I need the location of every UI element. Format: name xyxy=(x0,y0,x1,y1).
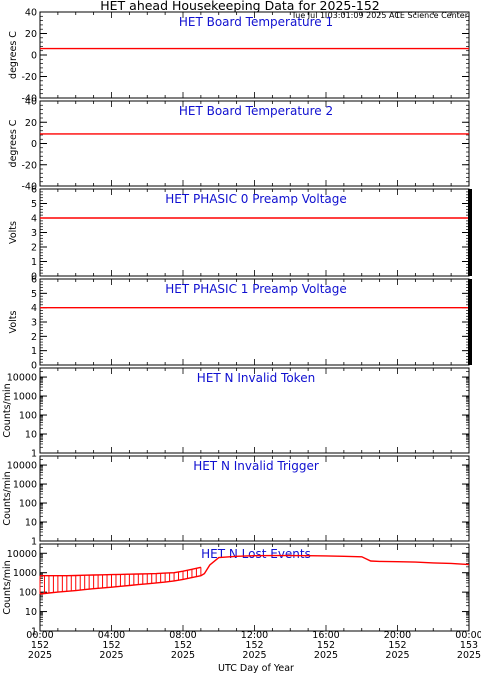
y-tick-label: 0 xyxy=(31,139,37,150)
panel-title: HET PHASIC 1 Preamp Voltage xyxy=(165,282,347,296)
y-tick-label: 0 xyxy=(31,51,37,62)
y-tick-label: 100 xyxy=(19,411,37,422)
x-axis-ticks: 00:00152202504:00152202508:00152202512:0… xyxy=(26,630,481,661)
x-axis-label: UTC Day of Year xyxy=(218,663,294,674)
panel-3: 0 1 2 3 4 5 6 Volts HET PHASIC 0 Preamp Voltage xyxy=(8,185,472,283)
y-tick-label: 1000 xyxy=(13,568,37,579)
y-tick-label: 10 xyxy=(25,607,37,618)
panel-1: -40 -20 0 20 40 degrees C HET Board Temperatur… xyxy=(8,8,470,105)
y-axis-label: Counts/min xyxy=(2,383,13,437)
y-tick-label: 6 xyxy=(31,185,37,196)
y-tick-label: -40 xyxy=(21,94,37,105)
x-tick-label: 04:00 xyxy=(98,630,125,641)
y-tick-label: 40 xyxy=(25,8,37,19)
x-tick-label: 152 xyxy=(317,640,335,651)
x-tick-label: 2025 xyxy=(242,650,266,661)
y-tick-label: 2 xyxy=(31,243,37,254)
y-tick-label: 20 xyxy=(25,29,37,40)
y-tick-label: 10000 xyxy=(7,461,37,472)
panel-title: HET N Invalid Token xyxy=(197,371,315,385)
x-tick-label: 2025 xyxy=(457,650,481,661)
x-tick-label: 152 xyxy=(245,640,263,651)
y-tick-label: 0 xyxy=(31,361,37,372)
y-axis-label: Volts xyxy=(8,221,19,244)
panel-title: HET N Invalid Trigger xyxy=(193,459,319,473)
x-tick-label: 2025 xyxy=(28,650,52,661)
chart-title: HET ahead Housekeeping Data for 2025-152 xyxy=(100,0,380,13)
edge-band xyxy=(468,189,472,276)
y-tick-label: 6 xyxy=(31,275,37,286)
y-tick-label: 1 xyxy=(31,627,37,638)
y-tick-label: 100 xyxy=(19,499,37,510)
x-tick-label: 2025 xyxy=(99,650,123,661)
panel-2: -40 -20 0 20 40 degrees C HET Board Temperatur… xyxy=(8,97,470,193)
x-tick-label: 152 xyxy=(102,640,120,651)
x-tick-label: 08:00 xyxy=(169,630,196,641)
y-tick-label: 1 xyxy=(31,537,37,548)
y-axis-label: degrees C xyxy=(8,31,19,79)
x-tick-label: 16:00 xyxy=(312,630,339,641)
y-tick-label: 4 xyxy=(31,303,37,314)
y-axis-label: degrees C xyxy=(8,119,19,167)
y-tick-label: 1 xyxy=(31,449,37,460)
panel-title: HET PHASIC 0 Preamp Voltage xyxy=(165,192,347,206)
x-tick-label: 00:00 xyxy=(455,630,481,641)
y-tick-label: 10 xyxy=(25,430,37,441)
y-axis-label: Volts xyxy=(8,311,19,334)
panel-4: 0 1 2 3 4 5 6 Volts HET PHASIC 1 Preamp Voltage xyxy=(8,275,472,372)
y-tick-label: 10000 xyxy=(7,549,37,560)
y-tick-label: -20 xyxy=(21,160,37,171)
x-tick-label: 2025 xyxy=(385,650,409,661)
panel-title: HET Board Temperature 2 xyxy=(179,104,333,118)
x-tick-label: 153 xyxy=(460,640,478,651)
y-tick-label: 20 xyxy=(25,118,37,129)
y-tick-label: 10 xyxy=(25,518,37,529)
y-axis-label: Counts/min xyxy=(2,560,13,614)
panel-title: HET Board Temperature 1 xyxy=(179,15,333,29)
edge-band xyxy=(468,279,472,365)
x-tick-label: 00:00 xyxy=(26,630,53,641)
y-tick-label: -40 xyxy=(21,182,37,193)
x-tick-label: 152 xyxy=(174,640,192,651)
y-tick-label: 5 xyxy=(31,199,37,210)
y-tick-label: 0 xyxy=(31,272,37,283)
y-tick-label: 3 xyxy=(31,318,37,329)
y-tick-label: 1000 xyxy=(13,480,37,491)
y-tick-label: 1 xyxy=(31,257,37,268)
timestamp: Tue Jul 1 03:01:09 2025 ACE Science Cent… xyxy=(291,11,469,20)
y-tick-label: 2 xyxy=(31,332,37,343)
y-tick-label: 1 xyxy=(31,346,37,357)
x-tick-label: 12:00 xyxy=(241,630,268,641)
y-tick-label: -20 xyxy=(21,72,37,83)
x-tick-label: 152 xyxy=(388,640,406,651)
x-tick-label: 20:00 xyxy=(384,630,411,641)
y-tick-label: 5 xyxy=(31,289,37,300)
y-axis-label: Counts/min xyxy=(2,471,13,525)
y-tick-label: 100 xyxy=(19,588,37,599)
y-tick-label: 40 xyxy=(25,97,37,108)
y-tick-label: 1000 xyxy=(13,392,37,403)
y-tick-label: 4 xyxy=(31,214,37,225)
x-tick-label: 152 xyxy=(31,640,49,651)
x-tick-label: 2025 xyxy=(171,650,195,661)
y-tick-label: 10000 xyxy=(7,373,37,384)
x-tick-label: 2025 xyxy=(314,650,338,661)
y-tick-label: 3 xyxy=(31,228,37,239)
